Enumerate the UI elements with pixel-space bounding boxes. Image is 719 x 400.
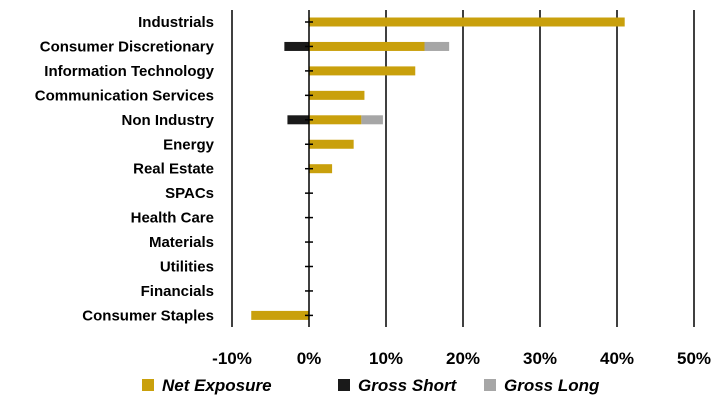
x-tick-label: 0% [297, 349, 322, 368]
category-labels: Industrials Consumer Discretionary Informa… [35, 14, 215, 324]
x-tick-label: 30% [523, 349, 557, 368]
category-label: Consumer Discretionary [40, 38, 215, 55]
grid-lines [231, 10, 695, 327]
bar-gross-short [287, 115, 309, 125]
bar-net-exposure [309, 17, 625, 27]
bar-gross-long [424, 41, 450, 51]
legend-swatch [142, 379, 154, 391]
category-label: Financials [141, 283, 214, 300]
legend-label: Net Exposure [162, 376, 272, 395]
bar-net-exposure [309, 164, 333, 174]
category-label: Communication Services [35, 87, 214, 104]
bar-net-exposure [309, 139, 354, 149]
legend-label: Gross Long [504, 376, 600, 395]
legend-swatch [338, 379, 350, 391]
bar-net-exposure [309, 66, 416, 76]
x-tick-labels: -10% 0% 10% 20% 30% 40% 50% [212, 349, 711, 368]
bar-net-exposure [309, 90, 365, 100]
category-label: Health Care [131, 210, 214, 227]
category-label: Utilities [160, 259, 214, 276]
x-tick-label: 50% [677, 349, 711, 368]
legend-swatch [484, 379, 496, 391]
category-label: Industrials [138, 14, 214, 31]
bar-net-exposure [309, 41, 425, 51]
x-tick-label: 40% [600, 349, 634, 368]
bar-net-exposure [309, 115, 362, 125]
category-label: Energy [163, 136, 215, 153]
bars [251, 17, 625, 320]
bar-net-exposure [251, 310, 309, 320]
x-tick-label: 20% [446, 349, 480, 368]
category-label: SPACs [165, 185, 214, 202]
bar-gross-short [284, 41, 309, 51]
category-label: Materials [149, 234, 214, 251]
x-tick-label: 10% [369, 349, 403, 368]
legend-label: Gross Short [358, 376, 458, 395]
category-label: Consumer Staples [82, 307, 214, 324]
zero-axis [305, 10, 313, 327]
category-label: Real Estate [133, 161, 214, 178]
x-tick-label: -10% [212, 349, 252, 368]
category-label: Non Industry [122, 112, 215, 129]
bar-gross-long [361, 115, 383, 125]
legend: Net Exposure Gross Short Gross Long [142, 376, 600, 395]
category-label: Information Technology [44, 63, 214, 80]
